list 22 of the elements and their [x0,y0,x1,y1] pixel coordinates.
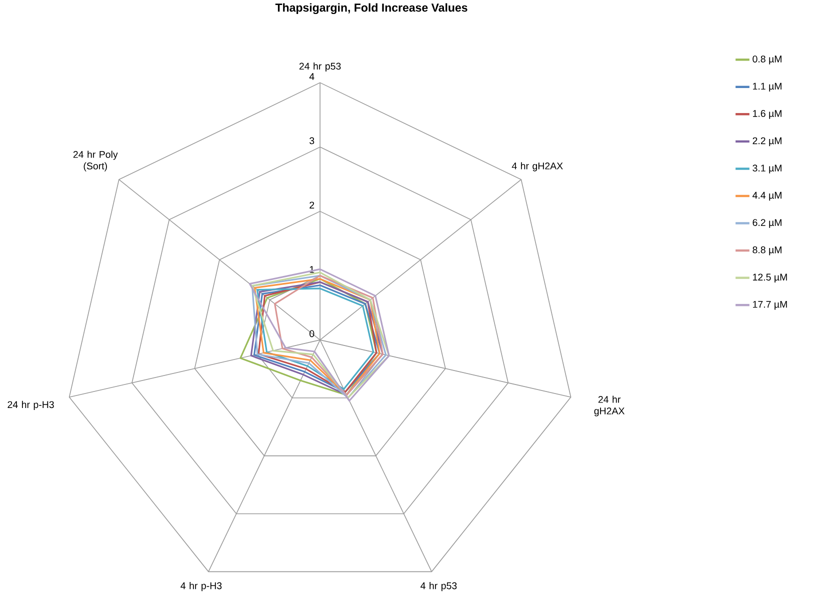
y-tick-label: 3 [310,137,314,144]
legend-label: 1.1 µM [753,82,782,92]
spoke-label: 4 hr p-H3 [180,582,222,591]
legend-label: 6.2 µM [752,218,782,228]
y-tick-label: 4 [309,73,314,80]
spoke-label: 24 hr p53 [299,62,341,72]
legend-label: 0.8 µM [752,55,782,64]
legend-label: 4.4 µM [752,192,782,200]
legend-label: 12.5 µM [753,274,787,282]
legend-label: 2.2 µM [752,137,782,146]
spoke-label: 4 hr p53 [420,582,457,591]
chart-title: Thapsigargin, Fold Increase Values [275,3,468,14]
legend-label: 8.8 µM [752,246,782,256]
spoke-label: 4 hr gH2AX [512,162,563,172]
spoke-label: 24 hr Poly (Sort) [73,150,118,172]
y-tick-label: 2 [310,202,314,208]
spoke-label: 24 hr p-H3 [8,400,54,410]
legend-label: 1.6 µM [753,110,782,119]
legend-label: 3.1 µM [752,164,782,174]
legend-label: 17.7 µM [753,300,787,310]
spoke-label: 24 hr gH2AX [594,396,625,416]
y-tick-label: 0 [310,330,314,337]
